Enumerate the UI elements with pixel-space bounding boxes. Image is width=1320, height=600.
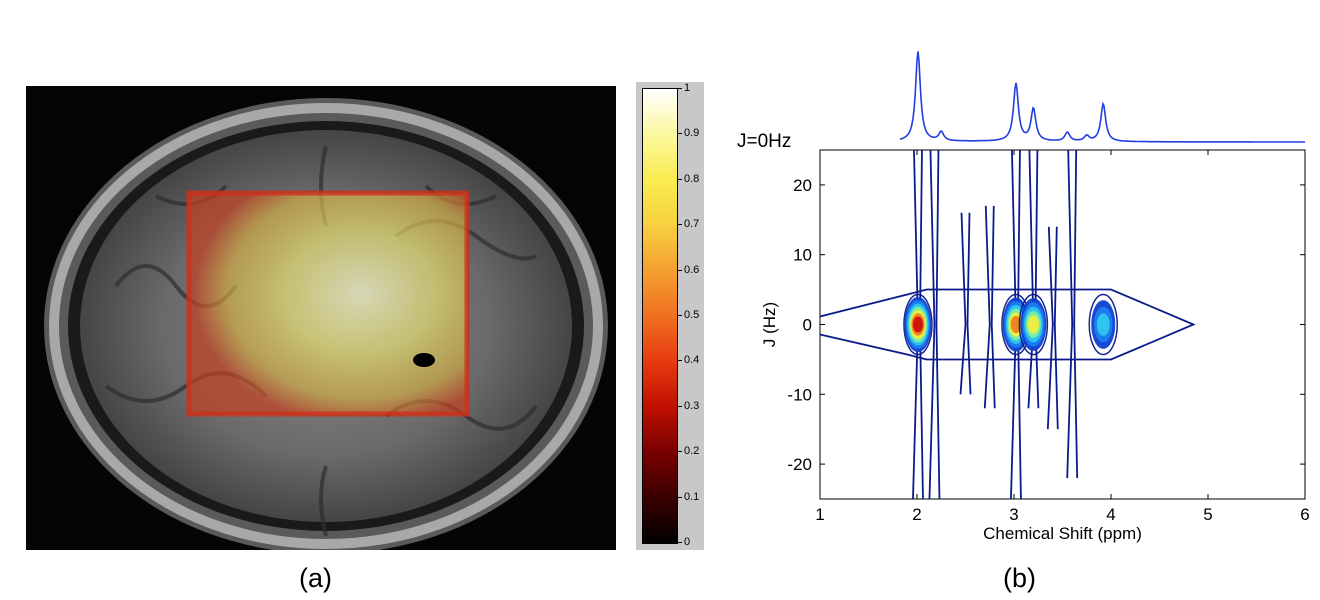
contour-peak bbox=[1088, 293, 1118, 356]
colorbar-tick-label: 0.7 bbox=[684, 218, 700, 231]
contour-peak bbox=[903, 293, 933, 356]
colorbar-tick-label: 0.1 bbox=[684, 490, 700, 503]
colorbar-tick-label: 0.9 bbox=[684, 127, 700, 140]
caption-b: (b) bbox=[1003, 563, 1036, 593]
voxel-overlay-border bbox=[186, 190, 470, 417]
colorbar-tick bbox=[677, 496, 682, 498]
marker-dot bbox=[413, 353, 435, 367]
contour-streak bbox=[928, 149, 941, 500]
y-tick-label: -20 bbox=[787, 455, 812, 474]
spectrum-label: J=0Hz bbox=[737, 131, 791, 152]
colorbar-tick bbox=[677, 405, 682, 407]
brain-mri-image bbox=[26, 86, 616, 550]
skull-bright-ring bbox=[49, 103, 603, 549]
colorbar-tick bbox=[677, 269, 682, 271]
contour-streak bbox=[1066, 149, 1079, 479]
colorbar-tick-label: 0.3 bbox=[684, 399, 700, 412]
contour-peak bbox=[1027, 315, 1039, 334]
colorbar-tick bbox=[677, 360, 682, 362]
contour-peak bbox=[1018, 293, 1049, 356]
plot-frame bbox=[819, 149, 1306, 500]
colorbar-tick-label: 0.4 bbox=[684, 354, 700, 367]
contour-peak bbox=[1096, 313, 1110, 336]
y-tick-label: 10 bbox=[793, 246, 812, 265]
colorbar-tick bbox=[677, 88, 682, 89]
colorbar-tick-label: 1 bbox=[684, 82, 691, 94]
colorbar-tick bbox=[677, 133, 682, 135]
spectrum-chart: J=0Hz 1 2 3 4 5 6 20 10 0 -10 -20 Chemical Shift (pp… bbox=[737, 51, 1310, 543]
voxel-overlay bbox=[189, 193, 467, 414]
colorbar-tick-label: 0 bbox=[684, 536, 691, 548]
colorbar-gradient bbox=[642, 88, 678, 544]
colorbar-tick-label: 0.5 bbox=[684, 309, 700, 321]
contour-streak bbox=[983, 205, 996, 409]
colorbar-tick-label: 0.6 bbox=[684, 263, 700, 276]
contour-streak bbox=[959, 212, 972, 395]
colorbar: 0 0.1 0.2 0.3 0.4 0.5 0.6 0.7 0.8 0.9 1 bbox=[636, 82, 704, 550]
colorbar-tick bbox=[677, 224, 682, 226]
x-tick-label: 5 bbox=[1203, 505, 1212, 524]
brain-mri-drawing bbox=[44, 98, 608, 550]
colorbar-tick bbox=[677, 451, 682, 453]
colorbar-tick-label: 0.8 bbox=[684, 172, 700, 185]
contour-streak bbox=[1027, 149, 1040, 409]
x-axis-label: Chemical Shift (ppm) bbox=[983, 524, 1142, 543]
contour-streak bbox=[1046, 226, 1059, 430]
colorbar-tick bbox=[677, 542, 682, 543]
y-axis-label: J (Hz) bbox=[760, 302, 779, 347]
x-tick-label: 6 bbox=[1300, 505, 1309, 524]
colorbar-tick bbox=[677, 315, 682, 316]
colorbar-tick-label: 0.2 bbox=[684, 445, 700, 458]
contour-peak bbox=[912, 316, 924, 333]
spectrum-trace bbox=[899, 51, 1305, 143]
x-tick-label: 4 bbox=[1106, 505, 1115, 524]
caption-a: (a) bbox=[299, 563, 332, 593]
y-tick-label: 0 bbox=[803, 316, 812, 335]
y-tick-label: 20 bbox=[793, 176, 812, 195]
spectrum-panel: J=0Hz 1 2 3 4 5 6 20 10 0 -10 -20 Chemical Shift (pp… bbox=[720, 40, 1320, 585]
contour-group bbox=[819, 149, 1196, 500]
y-tick-label: -10 bbox=[787, 385, 812, 404]
x-tick-label: 3 bbox=[1009, 505, 1018, 524]
x-tick-label: 2 bbox=[912, 505, 921, 524]
x-tick-label: 1 bbox=[815, 505, 824, 524]
colorbar-tick bbox=[677, 178, 682, 180]
contour-envelope bbox=[819, 288, 1196, 361]
